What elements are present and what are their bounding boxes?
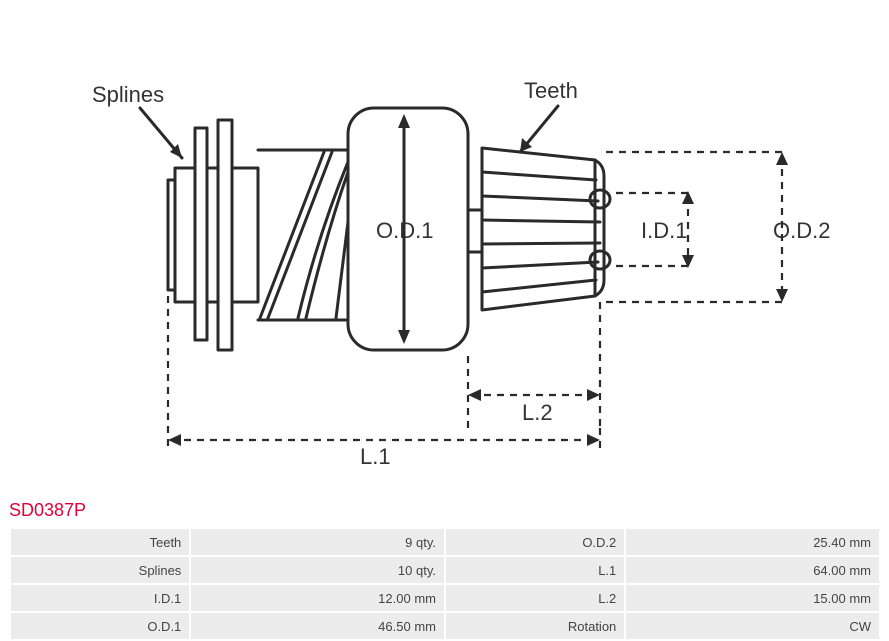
spec-table: Teeth9 qty.O.D.225.40 mmSplines10 qty.L.… (9, 527, 881, 641)
spec-label: L.1 (446, 557, 624, 583)
spec-value: 25.40 mm (626, 529, 879, 555)
spec-value: 46.50 mm (191, 613, 444, 639)
spec-value: 9 qty. (191, 529, 444, 555)
spec-label: Teeth (11, 529, 189, 555)
table-row: Splines10 qty.L.164.00 mm (11, 557, 879, 583)
spec-label: O.D.2 (446, 529, 624, 555)
spec-label: Rotation (446, 613, 624, 639)
table-row: Teeth9 qty.O.D.225.40 mm (11, 529, 879, 555)
table-row: O.D.146.50 mmRotationCW (11, 613, 879, 639)
technical-diagram: Splines Teeth O.D.1 I.D.1 O.D.2 L.2 L.1 (0, 0, 889, 490)
spec-label: I.D.1 (11, 585, 189, 611)
part-number: SD0387P (0, 500, 889, 521)
spec-value: 15.00 mm (626, 585, 879, 611)
spec-value: 12.00 mm (191, 585, 444, 611)
spec-value: 10 qty. (191, 557, 444, 583)
spec-label: L.2 (446, 585, 624, 611)
table-row: I.D.112.00 mmL.215.00 mm (11, 585, 879, 611)
spec-value: CW (626, 613, 879, 639)
spec-value: 64.00 mm (626, 557, 879, 583)
spec-label: Splines (11, 557, 189, 583)
part-drawing-svg (0, 0, 889, 490)
spec-label: O.D.1 (11, 613, 189, 639)
